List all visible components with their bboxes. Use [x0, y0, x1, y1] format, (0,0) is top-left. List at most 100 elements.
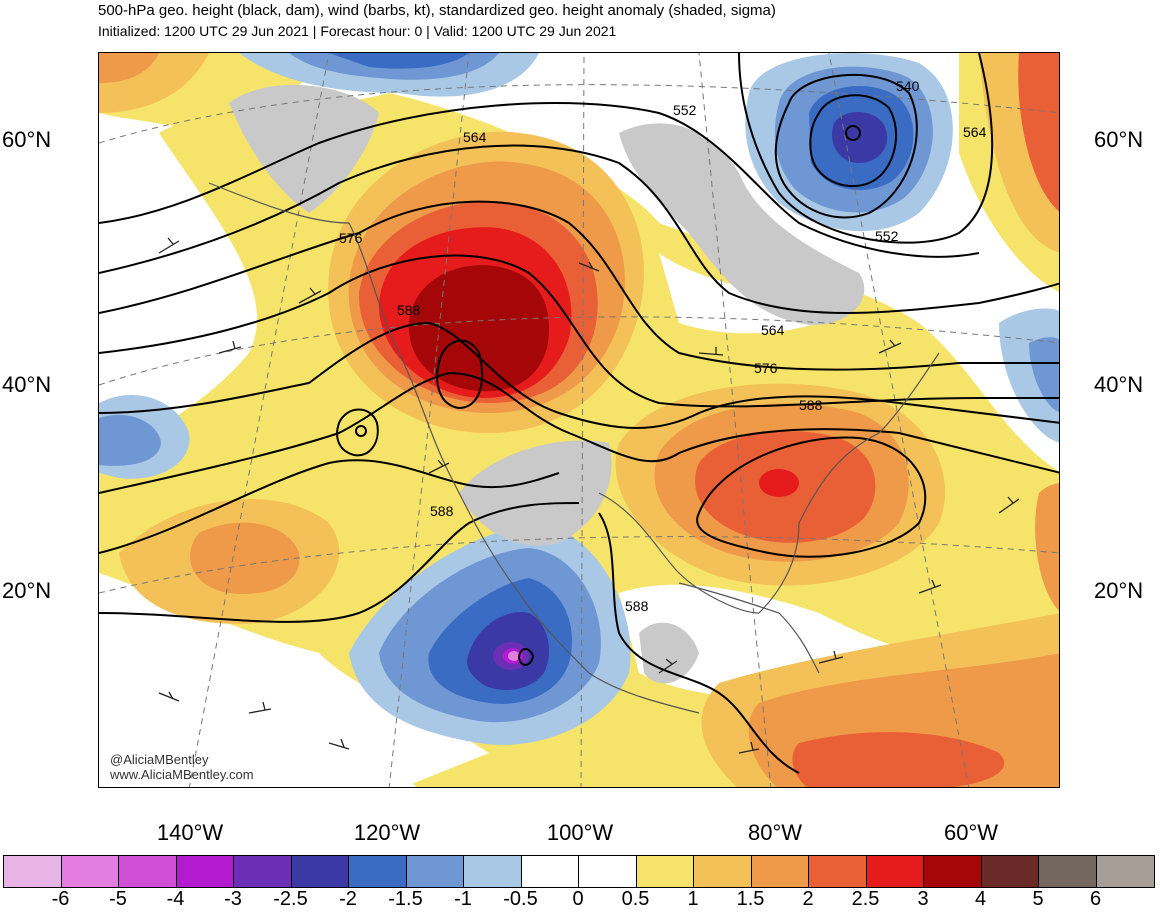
coastline — [678, 582, 820, 674]
contour-label: 588 — [430, 503, 454, 519]
anomaly-pos-region — [759, 469, 799, 497]
lat-label-right-60: 60°N — [1094, 127, 1144, 152]
graticule — [99, 53, 1059, 787]
land-mask-region — [619, 123, 865, 325]
lon-label-120w: 120°W — [353, 820, 421, 845]
colorbar-swatch — [866, 856, 924, 887]
lat-label-left-20: 20°N — [2, 578, 52, 603]
colorbar-tick-label: 2.5 — [851, 888, 880, 910]
contour-label: 588 — [625, 598, 649, 614]
wind-barb — [738, 741, 760, 754]
height-contour — [809, 94, 898, 188]
anomaly-neg-region — [99, 414, 161, 466]
colorbar-swatch — [349, 856, 407, 887]
map-canvas: 540 552 552 564 564 564 576 576 588 588 … — [99, 53, 1059, 787]
longitude-line — [828, 53, 970, 787]
anomaly-neg-region — [329, 53, 469, 69]
anomaly-pos-region — [1018, 53, 1059, 212]
colorbar-swatch — [61, 856, 119, 887]
colorbar-swatch — [694, 856, 752, 887]
height-contour — [436, 339, 484, 410]
height-contour — [99, 321, 1059, 429]
height-contour — [774, 73, 918, 219]
wind-barb — [578, 261, 600, 272]
anomaly-neg-region — [1029, 337, 1059, 413]
land-mask-region — [639, 622, 699, 684]
lon-label-100w: 100°W — [546, 820, 614, 845]
wind-barb — [158, 691, 180, 702]
height-contour — [99, 254, 1059, 408]
longitude-line — [188, 53, 330, 787]
colorbar-swatch — [4, 856, 62, 887]
wind-barbs — [158, 237, 1020, 754]
lon-label-80w: 80°W — [747, 820, 803, 845]
colorbar-tick-label: 6 — [1089, 888, 1102, 910]
colorbar-swatch — [809, 856, 867, 887]
anomaly-pos-region — [99, 53, 159, 83]
height-contour — [336, 408, 379, 457]
contour-label: 576 — [339, 230, 363, 246]
colorbar-tick-label: 1.5 — [736, 888, 765, 910]
lat-label-right-40: 40°N — [1094, 372, 1144, 397]
anomaly-pos-region — [1035, 483, 1059, 611]
height-contour — [99, 102, 980, 258]
longitude-line — [698, 53, 772, 787]
land-mask-region — [459, 440, 612, 546]
colorbar-swatch — [234, 856, 292, 887]
anomaly-neutral-region — [99, 573, 489, 787]
coastline — [598, 352, 940, 614]
colorbar-tick-label: 2 — [802, 888, 814, 910]
land-outlines — [208, 182, 940, 714]
colorbar-swatch — [981, 856, 1039, 887]
wind-barb — [158, 237, 180, 254]
anomaly-pos-region — [792, 732, 1005, 787]
colorbar-swatch — [924, 856, 982, 887]
colorbar-tick-label: -0.5 — [503, 888, 538, 910]
height-contour — [696, 436, 927, 558]
lon-label-140w: 140°W — [156, 820, 224, 845]
wind-barb — [998, 496, 1020, 514]
colorbar-tick-label: 0.5 — [621, 888, 650, 910]
anomaly-shading — [99, 53, 1059, 787]
height-contour — [99, 459, 560, 554]
contour-labels: 540 552 552 564 564 564 576 576 588 588 … — [339, 78, 987, 614]
height-contours — [99, 53, 1059, 774]
contour-label: 552 — [673, 102, 697, 118]
height-contour — [99, 200, 1059, 371]
anomaly-pos-region — [408, 265, 550, 392]
contour-label: 552 — [875, 228, 899, 244]
colorbar-tick-label: 1 — [687, 888, 699, 910]
wind-barb — [818, 650, 844, 664]
height-contour — [99, 144, 1059, 314]
colorbar-swatch — [1096, 856, 1154, 887]
height-contour — [99, 502, 580, 623]
colorbar-tick-label: -4 — [166, 888, 185, 910]
colorbar-swatch — [751, 856, 809, 887]
height-contour — [355, 425, 367, 437]
contour-label: 540 — [896, 78, 920, 94]
wind-barb — [918, 579, 942, 594]
contour-label: 564 — [963, 124, 987, 140]
lon-label-60w: 60°W — [943, 820, 999, 845]
colorbar-tick-label: 5 — [1032, 888, 1044, 910]
contour-label: 588 — [799, 397, 823, 413]
lat-label-left-40: 40°N — [2, 372, 52, 397]
colorbar-swatch — [176, 856, 234, 887]
weather-map: 540 552 552 564 564 564 576 576 588 588 … — [98, 52, 1060, 788]
height-contour — [99, 371, 1059, 494]
colorbar-swatch — [291, 856, 349, 887]
colorbar-tick-label: -5 — [109, 888, 127, 910]
colorbar-swatch — [579, 856, 637, 887]
contour-label: 588 — [397, 302, 421, 318]
wind-barb — [218, 340, 242, 354]
height-contour — [598, 512, 800, 774]
height-contour — [517, 648, 535, 666]
contour-label: 576 — [754, 360, 778, 376]
credit-handle: @AliciaMBentley — [110, 752, 209, 767]
colorbar-tick-label: -2.5 — [273, 888, 308, 910]
latitude-line — [99, 84, 1059, 144]
coastline — [208, 182, 350, 224]
wind-barb — [298, 287, 322, 304]
anomaly-neg-region — [508, 651, 520, 661]
colorbar-swatch — [464, 856, 522, 887]
